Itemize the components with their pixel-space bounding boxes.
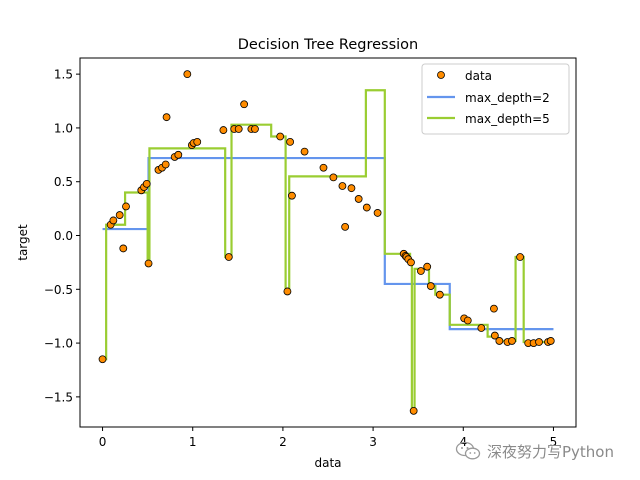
data-point xyxy=(286,138,295,146)
data-point xyxy=(300,147,309,156)
x-axis-label: data xyxy=(314,456,341,470)
data-point xyxy=(341,222,350,231)
watermark-text: 深夜努力写Python xyxy=(487,442,614,461)
data-point xyxy=(219,126,228,134)
data-point xyxy=(234,125,243,133)
wechat-icon xyxy=(455,441,481,460)
data-point xyxy=(416,267,425,275)
data-point xyxy=(283,287,292,296)
data-point xyxy=(490,304,498,313)
data-point xyxy=(251,125,259,133)
data-point xyxy=(240,100,249,109)
legend: data max_depth=2 max_depth=5 xyxy=(421,63,570,135)
y-tick-label: 1.0 xyxy=(54,121,73,135)
x-tick-label: 5 xyxy=(550,435,558,449)
y-axis-ticks: −1.5 −1.0 −0.5 0.0 0.5 1.0 1.5 xyxy=(44,68,80,404)
series-line-max-depth-5 xyxy=(102,89,554,412)
data-point xyxy=(122,202,130,211)
legend-marker-data xyxy=(437,71,445,79)
data-point xyxy=(495,337,504,345)
data-point xyxy=(426,282,435,290)
data-point xyxy=(276,132,285,141)
data-point xyxy=(362,203,371,212)
data-point xyxy=(142,179,151,188)
watermark: 深夜努力写Python xyxy=(455,440,614,462)
data-point xyxy=(119,244,128,253)
data-point xyxy=(115,211,124,219)
series-line-max-depth-2 xyxy=(102,156,554,331)
data-point xyxy=(435,290,444,299)
legend-box xyxy=(421,63,570,135)
data-point xyxy=(423,262,432,271)
chart-title: Decision Tree Regression xyxy=(238,37,418,53)
data-point xyxy=(193,138,202,146)
y-axis-label: target xyxy=(16,224,30,261)
data-point xyxy=(109,216,118,225)
y-tick-label: −1.0 xyxy=(44,337,73,351)
legend-label-depth2: max_depth=2 xyxy=(465,91,550,105)
data-point xyxy=(409,406,418,415)
data-point xyxy=(407,258,415,267)
y-tick-label: 0.5 xyxy=(54,175,73,189)
data-point xyxy=(183,70,192,79)
y-tick-label: −1.5 xyxy=(44,390,73,404)
data-point xyxy=(329,173,338,182)
data-point xyxy=(338,182,347,190)
data-point xyxy=(477,324,486,332)
data-point xyxy=(288,191,296,200)
data-point xyxy=(546,337,555,345)
data-point xyxy=(508,337,516,345)
data-point xyxy=(319,163,328,172)
data-point xyxy=(354,195,363,203)
data-point xyxy=(463,316,472,325)
legend-label-data: data xyxy=(465,69,492,83)
data-point xyxy=(224,253,233,261)
data-point xyxy=(490,331,499,340)
data-point xyxy=(162,113,171,122)
data-point xyxy=(347,184,356,193)
data-point xyxy=(144,259,153,268)
data-point xyxy=(98,355,107,364)
legend-label-depth5: max_depth=5 xyxy=(465,112,550,126)
x-tick-label: 1 xyxy=(189,435,197,449)
data-point xyxy=(174,150,183,159)
x-tick-label: 3 xyxy=(369,435,377,449)
plot-area xyxy=(98,70,555,415)
data-point xyxy=(535,338,543,346)
data-point xyxy=(373,209,382,217)
y-tick-label: −0.5 xyxy=(44,283,73,297)
x-tick-label: 2 xyxy=(279,435,287,449)
y-tick-label: 0.0 xyxy=(54,229,73,243)
data-point xyxy=(516,253,524,261)
axes-frame xyxy=(79,57,577,428)
x-tick-label: 0 xyxy=(99,435,107,449)
y-tick-label: 1.5 xyxy=(54,68,73,82)
data-point xyxy=(161,160,170,169)
